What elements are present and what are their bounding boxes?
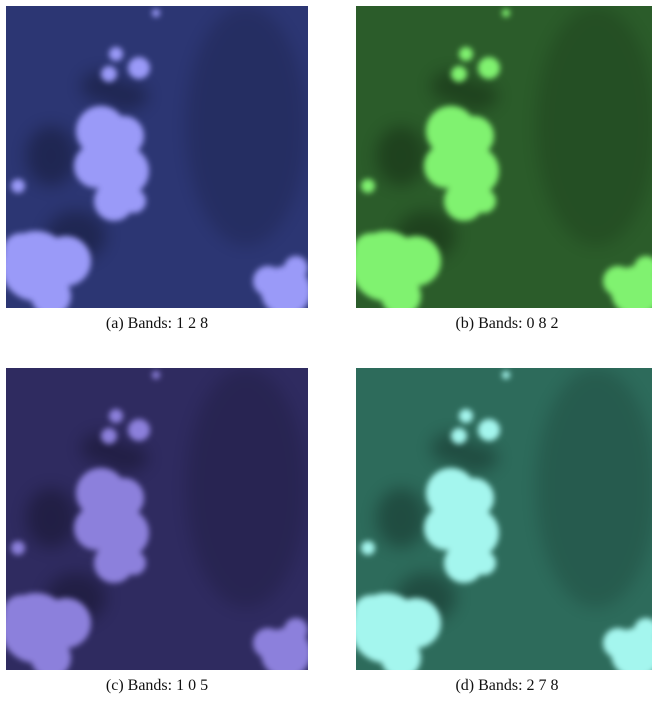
caption: (a) Bands: 1 2 8: [6, 315, 308, 333]
subfigure: (c) Bands: 1 0 5: [6, 368, 308, 695]
page: {"figures": [ {"caption": "(a) Bands: 1 …: [0, 0, 652, 702]
satellite-image: [356, 368, 652, 670]
caption: (b) Bands: 0 8 2: [356, 315, 652, 333]
caption: (d) Bands: 2 7 8: [356, 677, 652, 695]
subfigure: (d) Bands: 2 7 8: [356, 368, 652, 695]
caption: (c) Bands: 1 0 5: [6, 677, 308, 695]
satellite-image: [356, 6, 652, 308]
subfigure: (a) Bands: 1 2 8: [6, 6, 308, 333]
satellite-image: [6, 6, 308, 308]
satellite-image: [6, 368, 308, 670]
figure: (a) Bands: 1 2 8 (b) Bands: 0 8 2 (c) Ba…: [0, 0, 652, 702]
subfigure: (b) Bands: 0 8 2: [356, 6, 652, 333]
